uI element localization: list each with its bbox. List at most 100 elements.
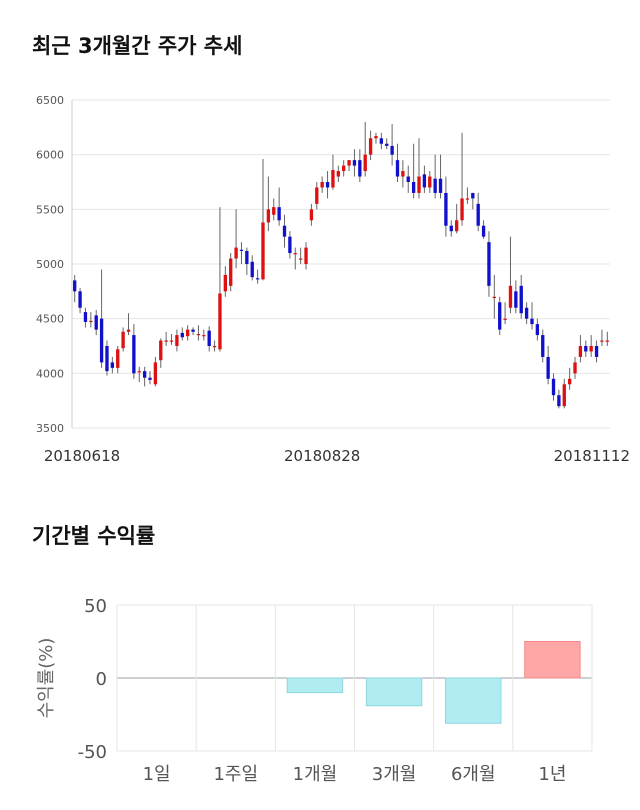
candle-body <box>508 285 513 308</box>
candle-body <box>514 291 518 308</box>
candle-body <box>261 222 265 280</box>
price-y-tick-label: 6500 <box>36 94 64 107</box>
candle-body <box>266 209 271 223</box>
candle-body <box>196 333 201 336</box>
candle-body <box>342 165 346 172</box>
candle-body <box>126 329 131 332</box>
price-y-tick-label: 4000 <box>36 367 64 380</box>
price-y-tick-label: 3500 <box>36 422 64 435</box>
candle-body <box>207 330 211 346</box>
returns-y-tick-label: 50 <box>84 596 107 617</box>
price-x-tick-label: 20181112 <box>554 447 630 465</box>
candle-body <box>363 154 367 172</box>
candle-body <box>320 182 324 188</box>
candle-body <box>433 178 437 193</box>
candle-body <box>191 329 195 332</box>
candle-body <box>395 160 400 177</box>
candle-body <box>94 315 98 330</box>
returns-x-tick-label: 1년 <box>538 764 566 785</box>
returns-x-tick-label: 1주일 <box>213 764 258 785</box>
returns-bar <box>524 641 581 679</box>
candle-body <box>546 356 550 379</box>
candle-body <box>358 160 362 177</box>
candle-body <box>89 320 93 323</box>
candle-body <box>390 145 394 155</box>
candle-body <box>455 220 459 232</box>
price-trend-title: 최근 3개월간 주가 추세 <box>32 34 243 58</box>
candle-body <box>524 307 529 319</box>
returns-bar <box>365 677 423 707</box>
candle-body <box>605 340 609 342</box>
candle-body <box>551 378 556 396</box>
returns-x-ticks: 1일 1주일 1개월 3개월 6개월 1년 <box>143 764 567 785</box>
candle-body <box>406 176 410 182</box>
candle-body <box>573 362 577 374</box>
candle-body <box>503 318 507 320</box>
candle-body <box>374 136 378 139</box>
returns-x-tick-label: 6개월 <box>451 764 496 785</box>
candle-body <box>476 203 480 226</box>
candle-body <box>99 318 104 363</box>
returns-x-tick-label: 1개월 <box>293 764 338 785</box>
candle-body <box>309 209 314 221</box>
candle-body <box>471 192 475 199</box>
candle-body <box>492 296 496 298</box>
candle-body <box>110 362 115 368</box>
candle-body <box>600 340 604 342</box>
candle-body <box>83 312 88 322</box>
price-y-tick-label: 4500 <box>36 313 64 326</box>
candle-body <box>132 335 136 374</box>
candle-body <box>352 160 357 166</box>
returns-x-tick-label: 1일 <box>143 764 171 785</box>
candle-body <box>105 346 109 372</box>
candle-body <box>255 278 260 280</box>
price-y-tick-label: 5000 <box>36 258 64 271</box>
price-grid <box>71 99 610 429</box>
returns-bar <box>286 677 344 694</box>
candle-body <box>530 318 534 325</box>
candle-body <box>336 171 340 177</box>
price-y-ticks: 3500 4000 4500 5000 5500 6000 6500 <box>36 94 64 435</box>
candle-body <box>245 250 249 264</box>
candle-body <box>298 258 303 260</box>
candle-body <box>589 346 593 352</box>
candle-body <box>422 174 427 188</box>
candle-body <box>148 377 152 380</box>
candle-body <box>498 302 502 330</box>
candle-body <box>487 242 491 286</box>
candle-body <box>385 143 389 146</box>
candle-body <box>519 285 523 314</box>
candle-body <box>411 182 416 193</box>
candle-body <box>315 187 319 204</box>
candle-body <box>535 324 540 336</box>
candle-body <box>567 378 572 385</box>
candle-body <box>116 349 120 368</box>
candle-body <box>578 346 583 357</box>
candle-body <box>444 192 448 226</box>
candle-body <box>169 340 174 342</box>
candle-body <box>186 329 190 337</box>
candle-body <box>465 198 470 200</box>
candle-body <box>460 198 464 221</box>
price-x-tick-label: 20180828 <box>284 447 360 465</box>
candle-body <box>153 362 158 385</box>
candle-body <box>304 247 308 264</box>
returns-y-ticks: -50 0 50 <box>78 596 107 763</box>
candle-body <box>202 335 206 337</box>
price-x-tick-label: 20180618 <box>44 447 120 465</box>
returns-bars <box>286 641 581 724</box>
candle-body <box>428 176 432 188</box>
candle-body <box>234 247 238 259</box>
candle-body <box>137 371 141 373</box>
candle-body <box>277 207 281 221</box>
candle-body <box>325 182 330 188</box>
candle-body <box>449 225 453 232</box>
price-y-tick-label: 6000 <box>36 149 64 162</box>
candle-body <box>557 395 561 407</box>
returns-bar-chart: -50 0 50 1일 1주일 1개월 3개월 6개월 1년 수익률(%) <box>36 596 593 785</box>
candle-body <box>481 225 486 237</box>
returns-y-tick-label: 0 <box>96 669 107 690</box>
candle-body <box>562 384 566 407</box>
candle-body <box>223 274 227 292</box>
